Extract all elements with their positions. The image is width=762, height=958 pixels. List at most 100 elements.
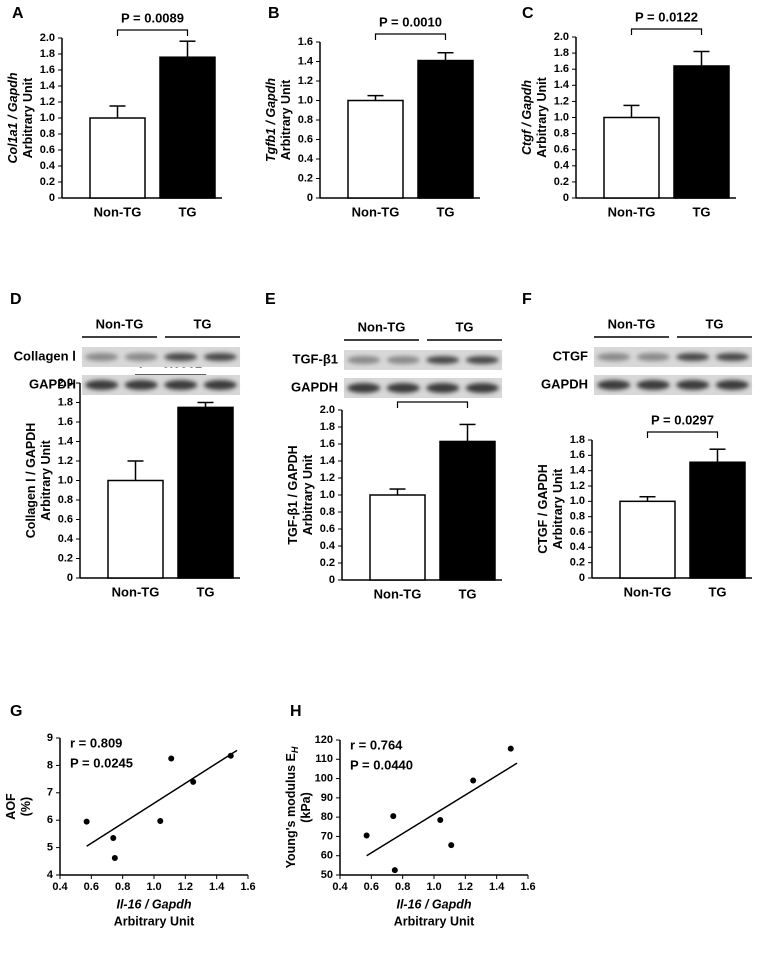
y-tick-label: 0.6 xyxy=(554,144,569,156)
point xyxy=(111,855,118,862)
y-tick-label: 6 xyxy=(47,814,53,826)
y-axis-label: (kPa) xyxy=(299,792,313,823)
y-axis-label: Arbitrary Unit xyxy=(535,76,549,157)
x-tick-label: Non-TG xyxy=(624,584,672,599)
y-tick-label: 1.4 xyxy=(298,55,314,67)
x-tick-label: 1.4 xyxy=(489,881,505,893)
bar xyxy=(439,440,496,581)
y-tick-label: 120 xyxy=(315,734,333,746)
y-tick-label: 0.8 xyxy=(298,114,313,126)
y-axis-label: (%) xyxy=(19,797,33,816)
blot-group-label: TG xyxy=(705,316,723,331)
y-tick-label: 1.8 xyxy=(320,421,335,433)
y-tick-label: 0.4 xyxy=(320,540,336,552)
bar xyxy=(689,461,746,579)
y-tick-label: 0 xyxy=(67,572,73,584)
y-tick-label: 0.4 xyxy=(554,160,570,172)
y-tick-label: 1.0 xyxy=(58,474,73,486)
blot-group-label: Non-TG xyxy=(96,316,144,331)
y-tick-label: 1.2 xyxy=(298,75,313,87)
annotation: r = 0.764 xyxy=(350,737,403,752)
blot-band xyxy=(715,353,749,361)
y-tick-label: 0.4 xyxy=(570,541,586,553)
y-axis-label-text: Arbitrary Unit xyxy=(279,79,293,160)
y-tick-label: 0.6 xyxy=(570,526,585,538)
y-axis-label-text: Young's modulus E xyxy=(284,753,298,868)
point xyxy=(227,752,234,759)
y-tick-label: 1.0 xyxy=(40,112,55,124)
point xyxy=(190,778,197,785)
x-tick-label: TG xyxy=(692,204,710,219)
y-axis-label: Ctgf / Gapdh xyxy=(520,80,534,155)
y-axis-label: CTGF / GAPDH xyxy=(536,464,550,554)
y-tick-label: 0.4 xyxy=(40,160,56,172)
y-tick-label: 2.0 xyxy=(40,32,55,44)
bar xyxy=(89,117,146,199)
y-tick-label: 0.2 xyxy=(58,552,73,564)
y-tick-label: 100 xyxy=(315,772,333,784)
x-axis-label: Arbitrary Unit xyxy=(114,914,195,928)
blot-group-label: TG xyxy=(455,319,473,334)
y-axis-label: Collagen Ⅰ / GAPDH xyxy=(24,423,38,539)
y-tick-label: 1.6 xyxy=(58,416,73,428)
bar xyxy=(417,59,474,199)
annotation: r = 0.809 xyxy=(70,735,122,750)
blot-group-label: Non-TG xyxy=(608,316,656,331)
y-tick-label: 1.6 xyxy=(320,438,335,450)
x-tick-label: 1.6 xyxy=(240,881,255,893)
bar xyxy=(107,479,164,579)
blot-band xyxy=(347,383,381,393)
blot-band xyxy=(386,356,420,364)
panel-letter: G xyxy=(10,703,22,720)
y-axis-label-text: Col1a1 / Gapdh xyxy=(6,72,20,163)
significance-bracket xyxy=(374,33,447,40)
panel-letter: F xyxy=(522,291,532,308)
y-axis-label-text: TGF-β1 / GAPDH xyxy=(286,445,300,544)
x-tick-label: 0.8 xyxy=(115,881,130,893)
y-tick-label: 2.0 xyxy=(320,404,335,416)
y-axis-label: Arbitrary Unit xyxy=(21,77,35,158)
panel-letter: C xyxy=(522,5,534,22)
blot-band xyxy=(203,353,237,361)
y-axis-label: Arbitrary Unit xyxy=(551,468,565,549)
point xyxy=(448,842,455,849)
y-axis-label-text: Arbitrary Unit xyxy=(21,77,35,158)
blot-group-label: Non-TG xyxy=(358,319,406,334)
blot-strip xyxy=(344,350,502,370)
blot-band xyxy=(676,353,710,361)
y-tick-label: 1.4 xyxy=(40,80,56,92)
blot-strip xyxy=(82,375,240,395)
point xyxy=(470,777,477,784)
y-tick-label: 0.8 xyxy=(320,506,335,518)
x-tick-label: 0.4 xyxy=(332,881,348,893)
y-tick-label: 8 xyxy=(47,759,53,771)
y-tick-label: 1.6 xyxy=(40,64,55,76)
blot-band xyxy=(203,380,237,390)
y-tick-label: 0 xyxy=(307,192,313,204)
y-tick-label: 80 xyxy=(321,811,333,823)
point xyxy=(391,867,398,874)
bar xyxy=(347,99,404,199)
y-tick-label: 1.6 xyxy=(554,63,569,75)
blot-band xyxy=(85,380,119,390)
x-tick-label: TG xyxy=(178,204,196,219)
y-axis-label-text: Arbitrary Unit xyxy=(551,468,565,549)
blot-row-label: CTGF xyxy=(553,348,588,363)
y-tick-label: 0 xyxy=(49,192,55,204)
y-tick-label: 9 xyxy=(47,732,53,744)
y-tick-label: 0.2 xyxy=(554,176,569,188)
y-axis-label: Arbitrary Unit xyxy=(39,439,53,520)
significance-bracket xyxy=(630,28,703,35)
y-tick-label: 1.2 xyxy=(40,96,55,108)
x-tick-label: TG xyxy=(436,204,454,219)
blot-band xyxy=(124,353,158,361)
blot-band xyxy=(636,353,670,361)
bar xyxy=(369,494,426,581)
y-tick-label: 1.0 xyxy=(298,94,313,106)
y-tick-label: 0 xyxy=(563,192,569,204)
y-tick-label: 1.2 xyxy=(554,95,569,107)
blot-band xyxy=(124,380,158,390)
y-tick-label: 0 xyxy=(579,572,585,584)
y-tick-label: 0.8 xyxy=(554,128,569,140)
